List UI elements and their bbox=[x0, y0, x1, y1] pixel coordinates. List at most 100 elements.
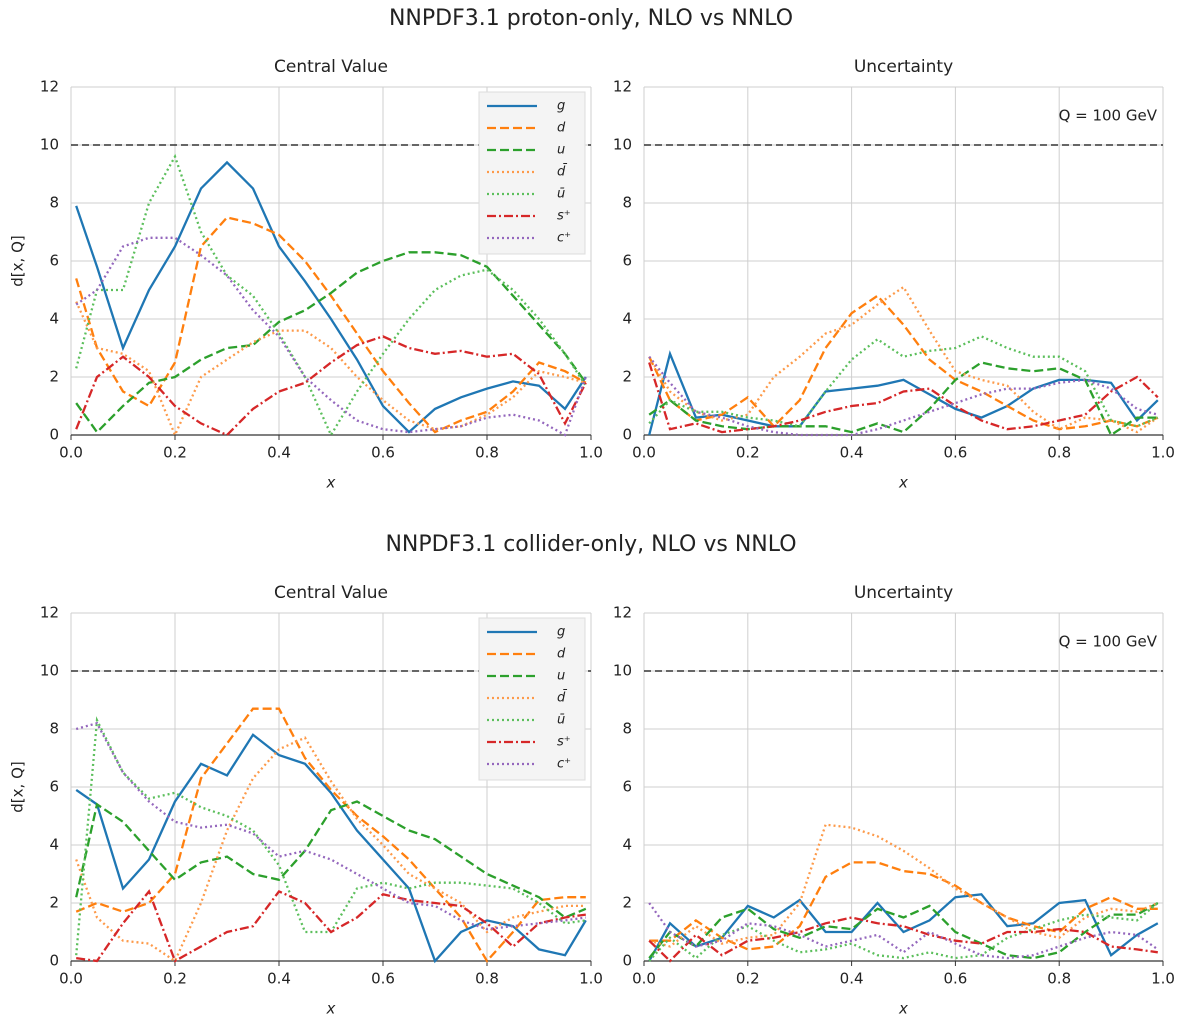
x-tick-label: 0.0 bbox=[632, 444, 656, 462]
series-line bbox=[648, 893, 1159, 962]
legend-label: d bbox=[557, 121, 566, 136]
y-tick-label: 2 bbox=[49, 368, 59, 386]
y-tick-label: 4 bbox=[622, 836, 632, 854]
x-tick-label: 0.2 bbox=[736, 444, 760, 462]
y-tick-label: 6 bbox=[622, 252, 632, 270]
x-tick-label: 1.0 bbox=[579, 444, 603, 462]
x-tick-label: 0.2 bbox=[736, 970, 760, 988]
series-line bbox=[75, 707, 586, 963]
series-line bbox=[75, 800, 587, 919]
legend-label: d bbox=[557, 647, 566, 662]
series-line bbox=[648, 361, 1158, 437]
y-tick-label: 0 bbox=[49, 426, 59, 444]
x-tick-label: 1.0 bbox=[579, 970, 603, 988]
x-tick-label: 0.6 bbox=[943, 444, 967, 462]
series-line bbox=[648, 335, 1159, 428]
series-line bbox=[648, 350, 1159, 436]
y-tick-label: 2 bbox=[49, 894, 59, 912]
series-line bbox=[75, 153, 587, 438]
x-tick-label: 0.8 bbox=[475, 444, 499, 462]
y-tick-label: 4 bbox=[622, 310, 632, 328]
series-line bbox=[648, 823, 1159, 948]
y-tick-label: 6 bbox=[622, 778, 632, 796]
x-tick-label: 1.0 bbox=[1151, 444, 1175, 462]
series-line bbox=[75, 301, 587, 438]
y-tick-label: 8 bbox=[622, 194, 632, 212]
x-tick-label: 0.8 bbox=[475, 970, 499, 988]
x-tick-label: 0.0 bbox=[59, 970, 83, 988]
y-tick-label: 8 bbox=[49, 194, 59, 212]
y-tick-label: 6 bbox=[49, 252, 59, 270]
x-tick-label: 1.0 bbox=[1151, 970, 1175, 988]
x-tick-label: 0.8 bbox=[1047, 444, 1071, 462]
y-tick-label: 12 bbox=[613, 604, 632, 622]
series-line bbox=[648, 902, 1159, 962]
x-tick-label: 0.8 bbox=[1047, 970, 1071, 988]
series-line bbox=[648, 294, 1159, 431]
annotation: Q = 100 GeV bbox=[1059, 107, 1158, 125]
series-line bbox=[75, 736, 586, 963]
x-tick-label: 0.4 bbox=[267, 444, 291, 462]
y-axis-label: d[x, Q] bbox=[9, 761, 27, 812]
y-tick-label: 8 bbox=[49, 720, 59, 738]
legend-label: d̄ bbox=[557, 690, 568, 705]
series-line bbox=[648, 916, 1158, 963]
suptitle: NNPDF3.1 collider-only, NLO vs NNLO bbox=[385, 532, 796, 557]
x-axis-label: x bbox=[898, 474, 908, 492]
y-tick-label: 10 bbox=[40, 136, 59, 154]
y-tick-label: 4 bbox=[49, 836, 59, 854]
y-tick-label: 12 bbox=[613, 78, 632, 96]
legend-label: g bbox=[557, 625, 565, 640]
x-tick-label: 0.6 bbox=[371, 444, 395, 462]
y-tick-label: 0 bbox=[622, 426, 632, 444]
subplot-title: Uncertainty bbox=[854, 57, 953, 77]
subplot-title: Uncertainty bbox=[854, 583, 953, 603]
series-line bbox=[75, 251, 587, 434]
y-tick-label: 0 bbox=[49, 952, 59, 970]
x-tick-label: 0.0 bbox=[632, 970, 656, 988]
series-line bbox=[648, 901, 1159, 960]
x-axis-label: x bbox=[326, 474, 336, 492]
x-tick-label: 0.6 bbox=[943, 970, 967, 988]
y-tick-label: 12 bbox=[40, 604, 59, 622]
series-line bbox=[649, 861, 1158, 951]
y-tick-label: 2 bbox=[622, 894, 632, 912]
y-tick-label: 0 bbox=[622, 952, 632, 970]
y-tick-label: 10 bbox=[613, 136, 632, 154]
legend-label: c⁺ bbox=[557, 231, 571, 246]
legend-label: d̄ bbox=[557, 164, 568, 179]
y-tick-label: 4 bbox=[49, 310, 59, 328]
x-tick-label: 0.6 bbox=[371, 970, 395, 988]
x-axis-label: x bbox=[326, 1000, 336, 1018]
x-axis-label: x bbox=[898, 1000, 908, 1018]
y-tick-label: 12 bbox=[40, 78, 59, 96]
legend-label: u bbox=[557, 669, 565, 684]
y-tick-label: 10 bbox=[613, 662, 632, 680]
series-line bbox=[648, 285, 1159, 434]
y-tick-label: 6 bbox=[49, 778, 59, 796]
y-axis-label: d[x, Q] bbox=[9, 235, 27, 286]
x-tick-label: 0.2 bbox=[163, 444, 187, 462]
legend-label: s⁺ bbox=[557, 209, 571, 224]
suptitle: NNPDF3.1 proton-only, NLO vs NNLO bbox=[389, 6, 793, 31]
legend-label: ū bbox=[557, 713, 565, 728]
legend-label: g bbox=[557, 99, 565, 114]
subplot-title: Central Value bbox=[274, 57, 388, 77]
legend-label: c⁺ bbox=[557, 757, 571, 772]
legend-label: u bbox=[557, 143, 565, 158]
y-tick-label: 8 bbox=[622, 720, 632, 738]
subplot-title: Central Value bbox=[274, 583, 388, 603]
series-line bbox=[75, 335, 587, 437]
x-tick-label: 0.4 bbox=[840, 444, 864, 462]
y-tick-label: 10 bbox=[40, 662, 59, 680]
x-tick-label: 0.4 bbox=[840, 970, 864, 988]
series-line bbox=[648, 362, 1159, 434]
series-line bbox=[75, 733, 587, 964]
x-tick-label: 0.4 bbox=[267, 970, 291, 988]
series-line bbox=[75, 236, 587, 437]
legend-label: ū bbox=[557, 187, 565, 202]
x-tick-label: 0.0 bbox=[59, 444, 83, 462]
legend-label: s⁺ bbox=[557, 735, 571, 750]
series-line bbox=[76, 889, 586, 963]
